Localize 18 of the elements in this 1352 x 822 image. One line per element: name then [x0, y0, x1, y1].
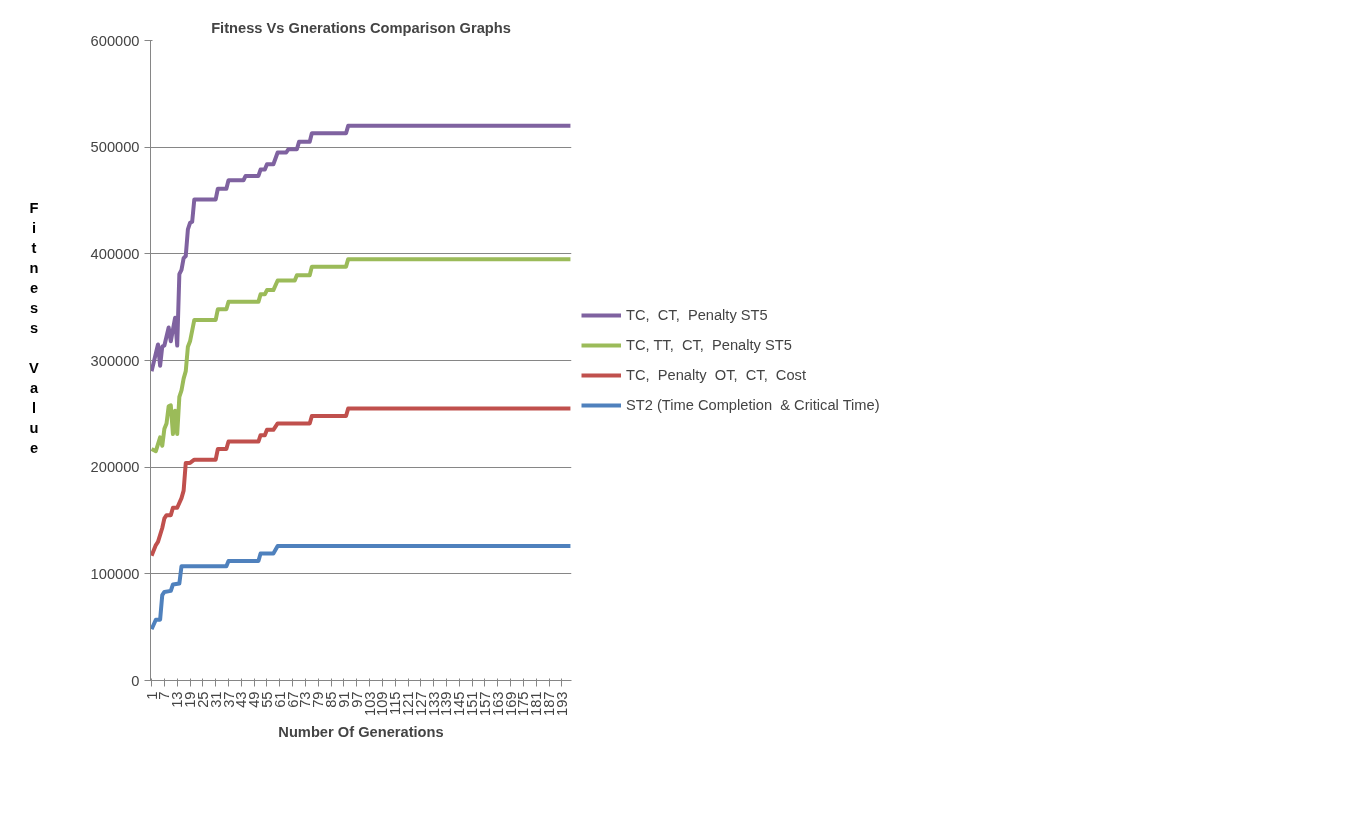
- y-tick-label: 100000: [90, 565, 140, 582]
- y-tick-label: 600000: [90, 32, 140, 49]
- y-tick-label: 500000: [90, 139, 140, 156]
- line-series: [150, 257, 572, 454]
- legend-label: TC, Penalty OT, CT, Cost: [626, 367, 806, 383]
- y-tick-label: 0: [131, 672, 140, 689]
- x-axis-title: Number Of Generations: [278, 723, 444, 740]
- legend-label: TC, CT, Penalty ST5: [626, 307, 768, 323]
- y-axis-title: Fitness Value: [24, 200, 43, 460]
- line-series: [150, 406, 572, 558]
- y-tick-label: 200000: [90, 459, 140, 476]
- legend-label: TC, TT, CT, Penalty ST5: [626, 337, 792, 353]
- legend-label: ST2 (Time Completion & Critical Time): [626, 397, 880, 413]
- y-tick-label: 400000: [90, 245, 140, 262]
- line-series: [150, 544, 572, 632]
- line-series: [150, 123, 572, 374]
- y-tick-label: 300000: [90, 352, 140, 369]
- chart-title: Fitness Vs Gnerations Comparison Graphs: [211, 19, 511, 36]
